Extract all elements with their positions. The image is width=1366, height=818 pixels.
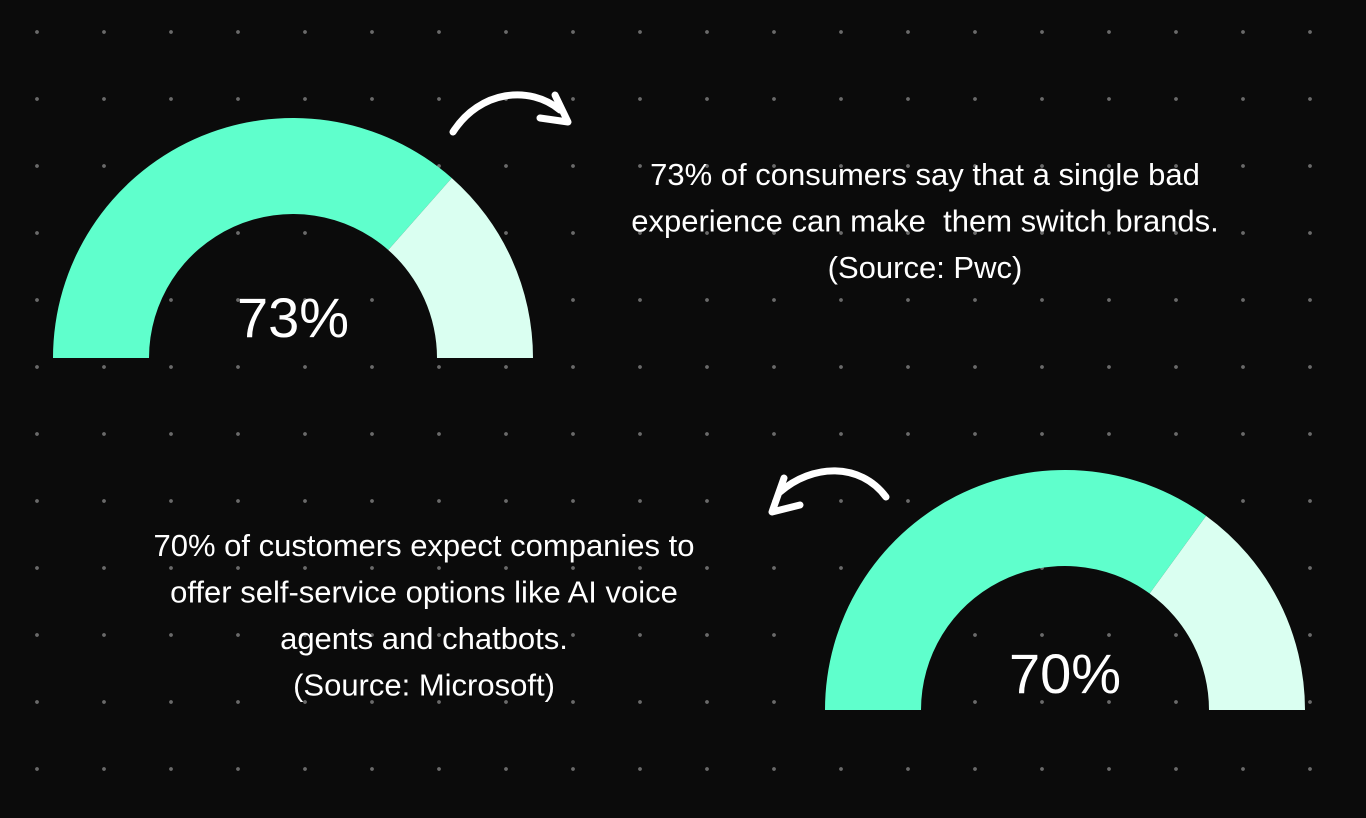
gauge-rest	[1149, 515, 1305, 710]
gauge-rest	[388, 177, 533, 358]
arrow	[776, 467, 890, 501]
caption-line: 73% of consumers say that a single bad	[650, 157, 1200, 192]
caption-line: (Source: Pwc)	[828, 250, 1023, 285]
caption-line: 70% of customers expect companies to	[153, 528, 694, 563]
gauge-label: 73%	[237, 286, 349, 349]
gauge-label: 70%	[1009, 642, 1121, 705]
gauge-fill	[53, 117, 452, 359]
gauge-fill	[825, 469, 1207, 710]
arrow	[449, 91, 564, 136]
caption-line: offer self-service options like AI voice	[170, 575, 678, 610]
caption-line: agents and chatbots.	[280, 621, 568, 656]
arrow-head	[536, 91, 572, 126]
caption-line: (Source: Microsoft)	[293, 668, 555, 703]
arrow-head	[768, 474, 804, 516]
caption-line: experience can make them switch brands.	[631, 204, 1219, 239]
